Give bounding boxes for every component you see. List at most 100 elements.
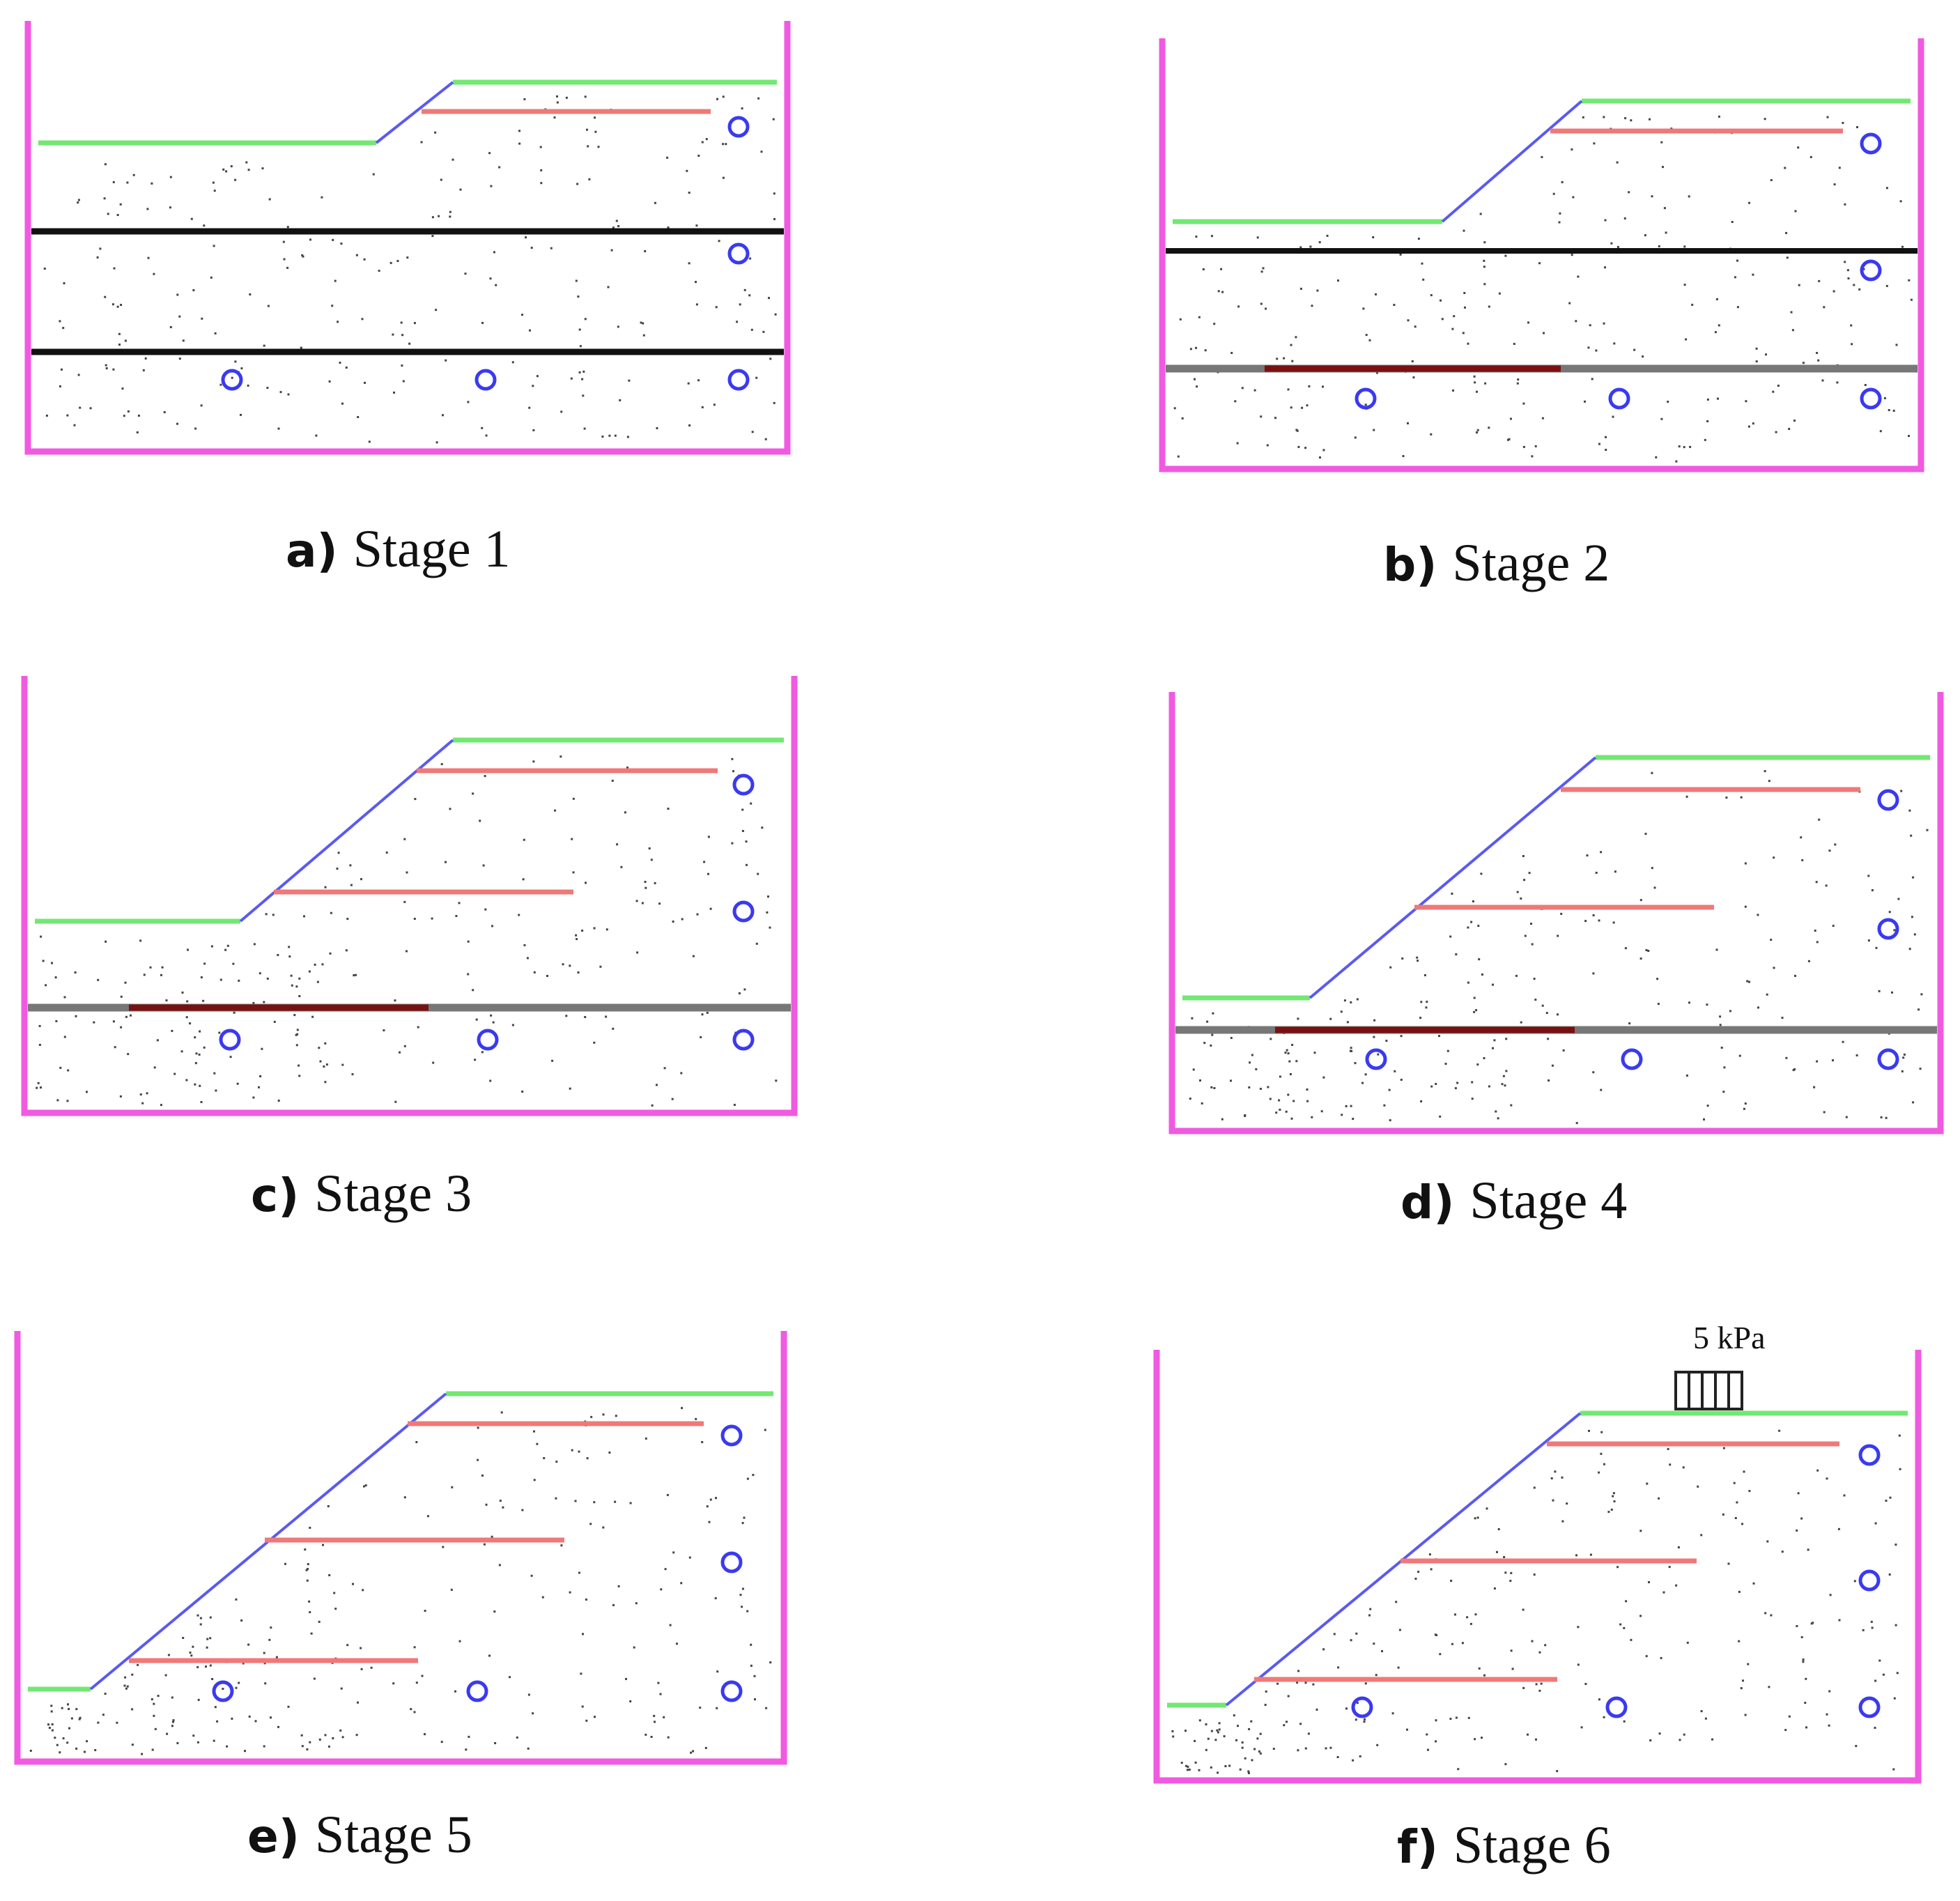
soil-dot [38, 1043, 41, 1046]
soil-dot [1337, 1666, 1340, 1669]
soil-dot [61, 368, 63, 371]
soil-dot [318, 1738, 321, 1741]
soil-dot [688, 262, 690, 265]
soil-dot [361, 318, 364, 321]
soil-dot [1449, 935, 1452, 938]
soil-dot [1688, 1001, 1690, 1004]
soil-dot [1628, 191, 1630, 194]
soil-dot [533, 1430, 535, 1433]
soil-dot [130, 1014, 132, 1017]
soil-dot [362, 1589, 364, 1592]
soil-dot [1656, 978, 1659, 980]
soil-dot [1823, 1111, 1826, 1114]
sensor-circle-icon [221, 369, 243, 391]
caption-b-letter: b) [1383, 538, 1437, 592]
soil-dot [644, 250, 647, 252]
soil-dot [1352, 1118, 1355, 1121]
soil-dot [584, 1016, 587, 1018]
soil-dot [1502, 1075, 1505, 1077]
soil-dot [1440, 299, 1442, 302]
soil-dot [1768, 780, 1770, 783]
soil-dot [151, 1698, 153, 1700]
soil-dot [1530, 923, 1532, 925]
soil-dot [55, 1019, 58, 1022]
soil-dot [1312, 1683, 1315, 1686]
soil-dot [1807, 1548, 1809, 1551]
soil-dot [1639, 899, 1642, 902]
soil-dot [1179, 318, 1182, 321]
soil-dot [560, 1544, 563, 1547]
soil-dot [769, 357, 772, 360]
soil-dot [1241, 387, 1244, 390]
soil-dot [131, 1673, 134, 1676]
soil-dot [1668, 1566, 1671, 1569]
soil-dot [36, 1086, 38, 1089]
soil-dot [1483, 283, 1486, 286]
soil-dot [593, 1501, 596, 1504]
soil-dot [1471, 1081, 1474, 1084]
soil-dot [560, 410, 563, 413]
sensor-circle-icon [727, 369, 750, 391]
soil-dot [750, 328, 753, 331]
soil-dot [61, 1707, 63, 1709]
soil-dot [172, 1719, 175, 1722]
soil-dot [426, 1515, 429, 1518]
soil-dot [633, 1646, 635, 1649]
soil-dot [113, 267, 116, 270]
soil-dot [141, 1102, 144, 1105]
soil-dot [594, 1716, 596, 1718]
soil-dot [475, 1018, 478, 1021]
soil-dot [562, 963, 564, 966]
soil-dot [1389, 1119, 1391, 1122]
soil-dot [1610, 242, 1613, 245]
soil-dot [696, 913, 699, 916]
soil-dot [1801, 859, 1804, 861]
soil-dot [716, 1670, 719, 1673]
soil-dot [392, 333, 394, 336]
soil-dot [1600, 1088, 1603, 1091]
soil-dot [1895, 1544, 1897, 1546]
soil-dot [1467, 1716, 1470, 1719]
soil-dot [166, 1732, 169, 1735]
soil-dot [746, 1477, 749, 1480]
soil-dot [200, 1101, 203, 1103]
soil-dot [1584, 400, 1586, 403]
soil-dot [1874, 1522, 1877, 1525]
soil-dot [435, 309, 438, 311]
soil-dot [1773, 856, 1775, 859]
soil-dot [706, 1505, 709, 1508]
soil-dot [672, 1551, 675, 1554]
soil-dot [699, 1707, 702, 1709]
soil-dot [532, 1712, 534, 1715]
soil-dot [66, 414, 69, 417]
soil-dot [1185, 1764, 1188, 1767]
soil-dot [1683, 446, 1685, 449]
soil-dot [688, 1556, 691, 1559]
sensor-circle-icon [732, 1029, 755, 1051]
soil-dot [546, 975, 548, 977]
soil-dot [1805, 1726, 1807, 1729]
soil-dot [1427, 1748, 1429, 1751]
soil-dot [144, 357, 147, 360]
soil-dot [307, 1568, 309, 1570]
soil-dot [298, 1075, 301, 1077]
soil-dot [741, 107, 743, 110]
soil-dot [484, 775, 486, 778]
soil-dot [1740, 1687, 1743, 1690]
sensor-circle-icon [1621, 1048, 1643, 1070]
soil-dot [1538, 262, 1541, 265]
soil-dot [1177, 455, 1180, 458]
soil-dot [739, 303, 741, 306]
soil-dot [206, 1638, 209, 1640]
soil-dot [1230, 1037, 1233, 1039]
soil-dot [1474, 381, 1476, 384]
soil-dot [1908, 279, 1911, 282]
sensor-circle-icon [1355, 387, 1377, 410]
soil-dot [116, 305, 119, 308]
soil-dot [1311, 1116, 1313, 1118]
soil-dot [1220, 268, 1223, 270]
soil-dot [346, 918, 349, 921]
soil-dot [353, 974, 355, 977]
panel-a [24, 21, 791, 455]
soil-dots [1189, 770, 1929, 1125]
